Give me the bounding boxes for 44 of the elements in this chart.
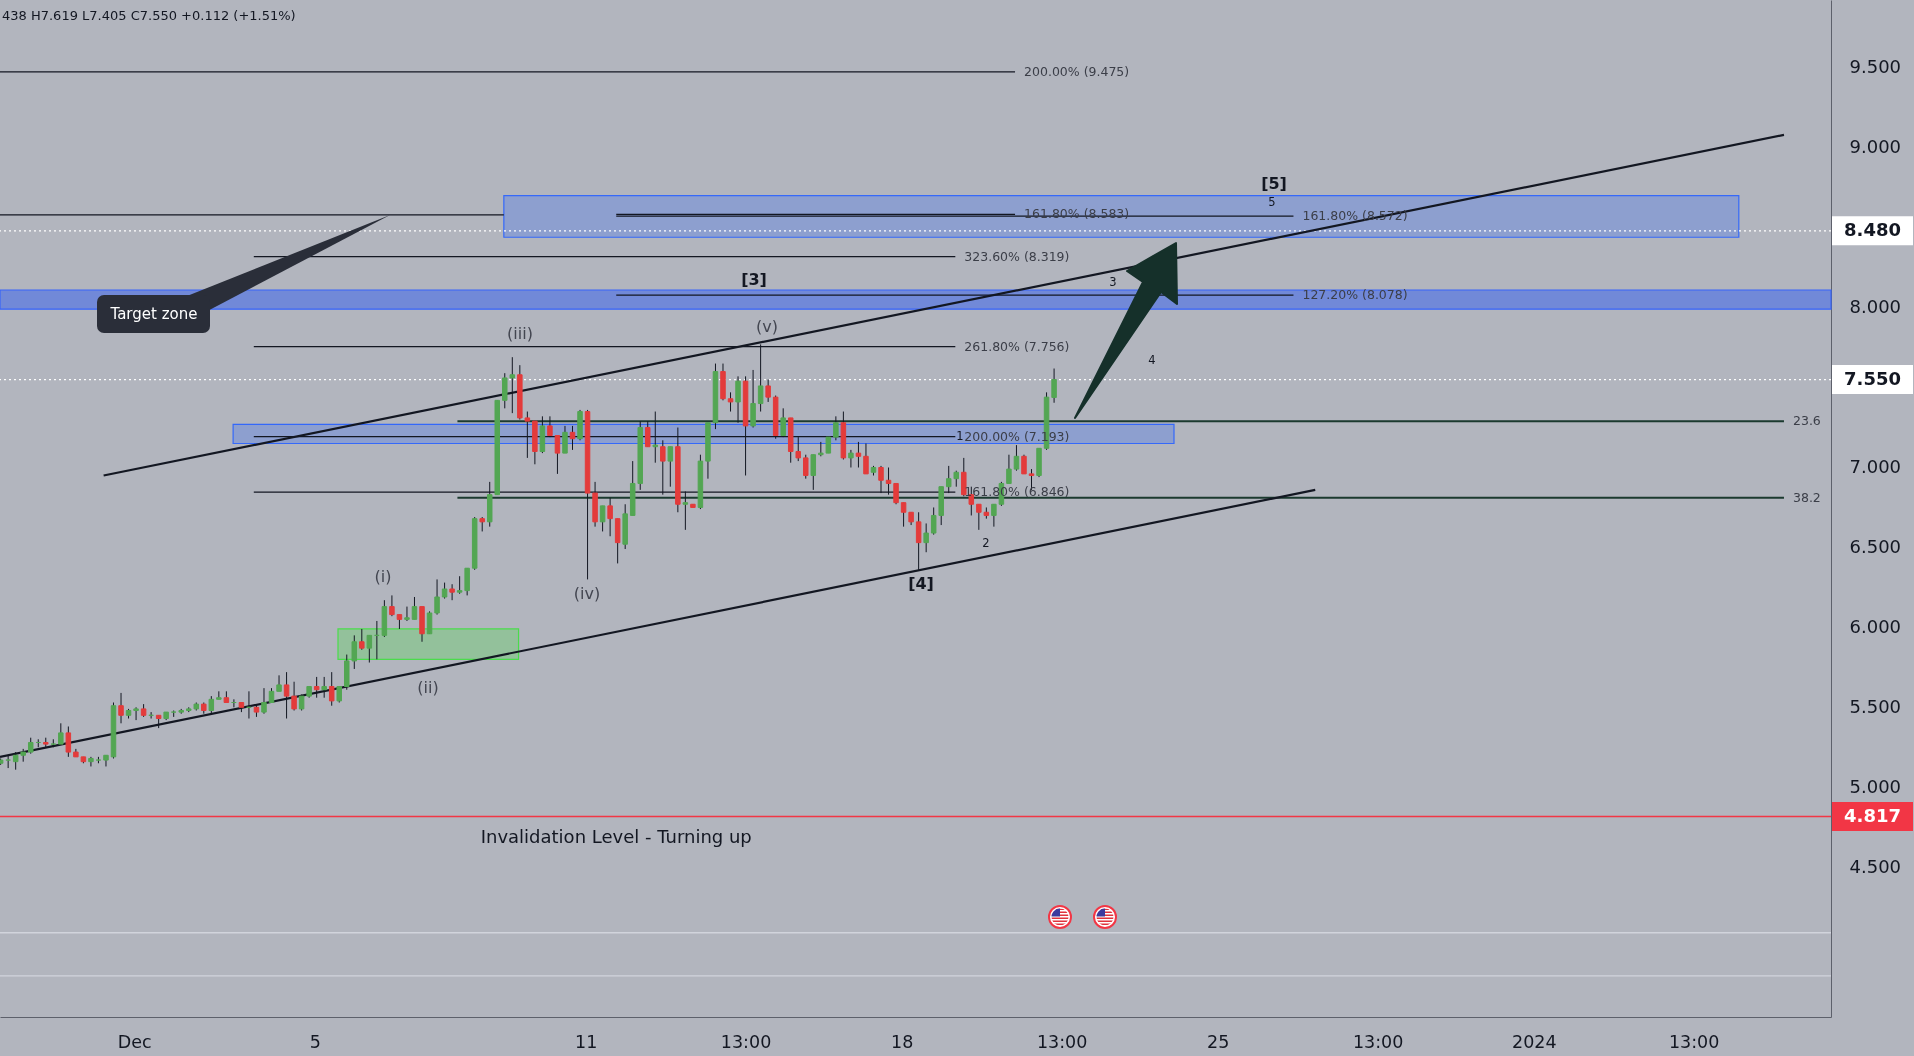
y-tick-label: 6.500	[1849, 535, 1902, 557]
y-tick-label: 5.500	[1849, 695, 1902, 717]
x-tick-label: 11	[575, 1031, 598, 1052]
annotation: 5	[1268, 195, 1276, 209]
x-tick-label: 13:00	[1036, 1031, 1088, 1052]
annotation: (i)	[374, 567, 392, 586]
annotation: Target zone	[97, 294, 211, 333]
series-label: 23.6	[1792, 413, 1821, 429]
annotation: 4	[1148, 353, 1156, 367]
annotation: (iv)	[573, 584, 601, 603]
y-tick-label: 9.000	[1849, 136, 1902, 158]
y-tick-label: 8.000	[1849, 296, 1902, 318]
annotation: 438 H7.619 L7.405 C7.550 +0.112 (+1.51%)	[2, 8, 296, 23]
annotation: [3]	[741, 270, 767, 289]
annotation: (ii)	[417, 678, 439, 697]
x-tick-label: 13:00	[720, 1031, 772, 1052]
x-tick-label: 13:00	[1352, 1031, 1404, 1052]
ref-line-label: 4.817	[1844, 804, 1901, 826]
x-tick-label: 25	[1207, 1031, 1230, 1052]
annotation: (iii)	[507, 324, 533, 343]
ref-line-label: 7.550	[1844, 367, 1901, 389]
y-tick-label: 4.500	[1849, 855, 1902, 877]
annotation: [5]	[1261, 174, 1287, 193]
series-label: 38.2	[1792, 489, 1821, 505]
y-tick-label: 5.000	[1849, 775, 1902, 797]
x-tick-label: 13:00	[1668, 1031, 1720, 1052]
series-label: 261.80% (7.756)	[964, 338, 1070, 354]
y-tick-label: 6.000	[1849, 615, 1902, 637]
y-tick-label: 7.000	[1849, 455, 1902, 477]
x-tick-label: 5	[309, 1031, 321, 1052]
annotation: Invalidation Level - Turning up	[480, 825, 752, 847]
series-label: 200.00% (9.475)	[1024, 63, 1130, 79]
x-tick-label: Dec	[117, 1031, 152, 1052]
annotation: [4]	[908, 574, 934, 593]
ref-line-label: 8.480	[1844, 218, 1901, 240]
x-tick-label: 2024	[1512, 1031, 1557, 1052]
series-label: 127.20% (8.078)	[1302, 287, 1408, 303]
x-tick-label: 18	[891, 1031, 914, 1052]
annotation: 1	[956, 429, 964, 443]
annotation: 2	[982, 536, 990, 550]
annotation: 3	[1109, 275, 1117, 289]
series-label: 323.60% (8.319)	[964, 248, 1070, 264]
y-tick-label: 9.500	[1849, 56, 1902, 78]
annotation: (v)	[756, 317, 778, 336]
